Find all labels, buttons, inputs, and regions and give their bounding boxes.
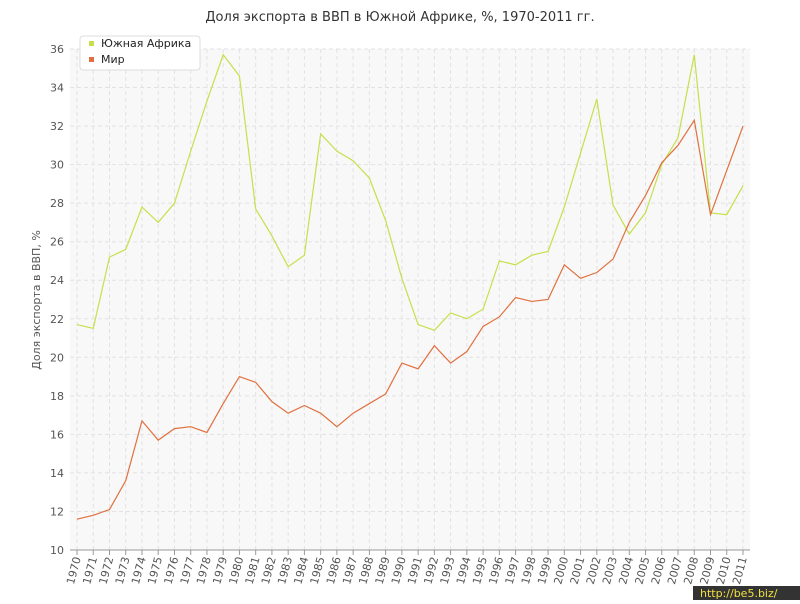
- y-tick-label: 10: [50, 544, 64, 557]
- y-tick-label: 18: [50, 390, 64, 403]
- legend-swatch: [89, 57, 94, 62]
- legend-box: [79, 35, 201, 71]
- legend-swatch: [89, 41, 94, 46]
- y-tick-label: 26: [50, 236, 64, 249]
- y-tick-label: 32: [50, 120, 64, 133]
- watermark-bg: [693, 586, 800, 600]
- y-tick-label: 36: [50, 43, 64, 56]
- y-tick-label: 14: [50, 467, 64, 480]
- legend-label: Мир: [101, 53, 125, 66]
- y-tick-label: 28: [50, 197, 64, 210]
- y-tick-label: 22: [50, 313, 64, 326]
- y-tick-label: 20: [50, 351, 64, 364]
- y-tick-label: 34: [50, 82, 64, 95]
- y-tick-label: 16: [50, 428, 64, 441]
- watermark: http://be5.biz/: [700, 587, 778, 600]
- plot-area: [70, 49, 750, 550]
- y-tick-label: 24: [50, 274, 64, 287]
- y-tick-label: 12: [50, 505, 64, 518]
- series-line: [76, 53, 744, 332]
- y-tick-label: 30: [50, 159, 64, 172]
- y-axis-label: Доля экспорта в ВВП, %: [30, 230, 43, 370]
- chart-title: Доля экспорта в ВВП в Южной Африке, %, 1…: [205, 10, 594, 25]
- series-line: [76, 118, 744, 520]
- legend-label: Южная Африка: [101, 37, 191, 50]
